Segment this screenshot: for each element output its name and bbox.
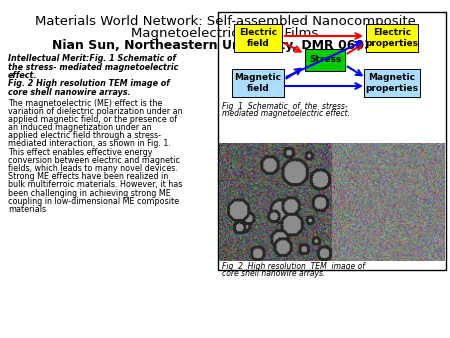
Text: Stress: Stress <box>309 55 341 65</box>
Text: conversion between electric and magnetic: conversion between electric and magnetic <box>8 156 180 165</box>
Text: materials: materials <box>8 205 46 214</box>
Text: Intellectual Merit:Fig. 1 Schematic of: Intellectual Merit:Fig. 1 Schematic of <box>8 54 176 63</box>
Text: This effect enables effective energy: This effect enables effective energy <box>8 148 153 157</box>
Text: mediated interaction, as shown in Fig. 1.: mediated interaction, as shown in Fig. 1… <box>8 140 171 148</box>
Text: (a): (a) <box>224 145 235 154</box>
Text: applied electric field through a stress-: applied electric field through a stress- <box>8 131 161 140</box>
FancyBboxPatch shape <box>234 24 282 52</box>
Text: Nian Sun, Northeastern University, DMR 0603115: Nian Sun, Northeastern University, DMR 0… <box>51 39 399 52</box>
Text: Magnetic
field: Magnetic field <box>234 73 282 93</box>
Text: variation of dielectric polarization under an: variation of dielectric polarization und… <box>8 107 183 116</box>
Text: core shell nanowire arrays.: core shell nanowire arrays. <box>222 269 325 278</box>
Text: bulk multiferroic materials. However, it has: bulk multiferroic materials. However, it… <box>8 180 182 190</box>
Text: fields, which leads to many novel devices.: fields, which leads to many novel device… <box>8 164 178 173</box>
FancyBboxPatch shape <box>305 49 345 71</box>
Text: core shell nanowire arrays.: core shell nanowire arrays. <box>8 88 130 97</box>
Text: the stress- mediated magnetoelectric: the stress- mediated magnetoelectric <box>8 63 178 72</box>
Text: Strong ME effects have been realized in: Strong ME effects have been realized in <box>8 172 168 181</box>
Text: been challenging in achieving strong ME: been challenging in achieving strong ME <box>8 189 171 198</box>
Text: effect.: effect. <box>8 71 37 80</box>
Text: coupling in low-dimensional ME composite: coupling in low-dimensional ME composite <box>8 197 179 206</box>
FancyBboxPatch shape <box>364 69 420 97</box>
Text: mediated magnetoelectric effect.: mediated magnetoelectric effect. <box>222 109 350 118</box>
Text: an induced magnetization under an: an induced magnetization under an <box>8 123 152 132</box>
FancyBboxPatch shape <box>232 69 284 97</box>
Text: Fig  2  High resolution  TEM  image of: Fig 2 High resolution TEM image of <box>222 262 365 271</box>
Text: Materials World Network: Self-assembled Nanocomposite: Materials World Network: Self-assembled … <box>35 15 415 28</box>
Text: Magnetoelectric  Thin  Films: Magnetoelectric Thin Films <box>131 27 319 40</box>
Text: applied magnetic field, or the presence of: applied magnetic field, or the presence … <box>8 115 177 124</box>
Text: (b): (b) <box>430 145 441 154</box>
FancyBboxPatch shape <box>366 24 418 52</box>
Text: Fig  1  Schematic  of  the  stress-: Fig 1 Schematic of the stress- <box>222 102 347 111</box>
Text: Magnetic
properties: Magnetic properties <box>365 73 418 93</box>
Text: Electric
field: Electric field <box>239 28 277 48</box>
Bar <box>218 12 446 270</box>
Text: Fig. 2 High resolution TEM image of: Fig. 2 High resolution TEM image of <box>8 79 170 89</box>
Text: Electric
properties: Electric properties <box>365 28 418 48</box>
Text: The magnetoelectric (ME) effect is the: The magnetoelectric (ME) effect is the <box>8 98 162 107</box>
